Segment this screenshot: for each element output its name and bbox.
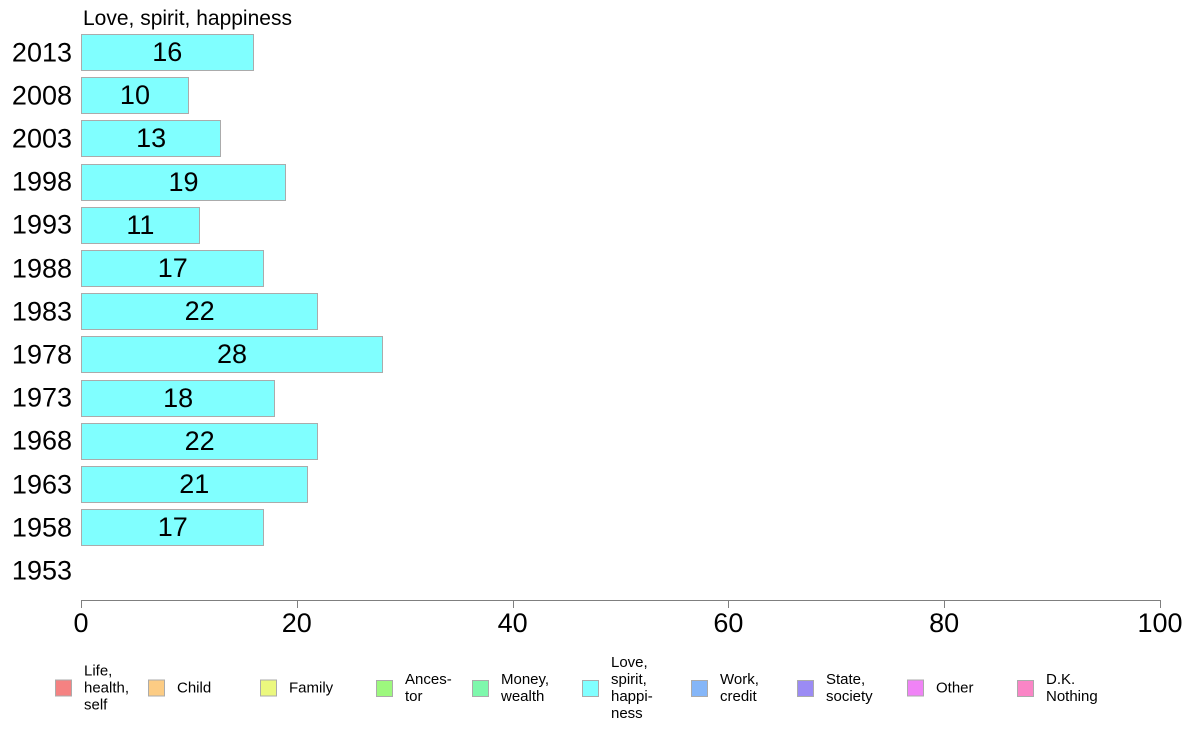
bar-1988: 17 (81, 250, 265, 287)
legend-swatch (797, 679, 814, 697)
legend-label: Love, spirit, happi- ness (611, 654, 653, 722)
legend-item: Ances- tor (376, 671, 452, 705)
y-axis-label: 2008 (11, 80, 72, 111)
bar-value-label: 22 (184, 425, 215, 456)
x-tick-label: 0 (73, 608, 89, 638)
bar-2008: 10 (81, 77, 189, 115)
bar-1958: 17 (81, 509, 265, 547)
legend-item: Work, credit (691, 671, 759, 705)
bar-value-label: 10 (119, 80, 150, 111)
bar-1993: 11 (81, 206, 200, 244)
legend-swatch (472, 679, 489, 697)
legend-item: State, society (797, 671, 873, 705)
y-axis-label: 2013 (11, 37, 72, 67)
chart-title: Love, spirit, happiness (83, 7, 292, 30)
bar-value-label: 13 (136, 123, 167, 154)
bar-value-label: 22 (184, 296, 215, 327)
bar-value-label: 11 (126, 209, 155, 240)
legend-item: D.K. Nothing (1017, 671, 1098, 705)
y-axis-label: 1973 (11, 382, 72, 413)
bar-value-label: 18 (163, 382, 194, 413)
legend-item: Family (260, 679, 334, 697)
legend-label: State, society (826, 671, 873, 705)
y-axis-label: 1993 (11, 209, 72, 240)
bar-1963: 21 (81, 466, 308, 503)
legend-swatch (582, 679, 599, 697)
y-axis-label: 1958 (11, 512, 72, 543)
legend-label: Ances- tor (405, 671, 452, 705)
bar-1998: 19 (81, 163, 286, 201)
y-axis-label: 1978 (11, 339, 72, 370)
x-tick-mark (728, 600, 730, 608)
y-axis-label: 1953 (11, 555, 72, 586)
x-tick-mark (512, 600, 514, 608)
x-tick-label: 40 (497, 608, 528, 638)
legend-swatch (260, 679, 277, 697)
x-tick-mark (1160, 600, 1161, 608)
bar-1968: 22 (81, 422, 319, 460)
legend-label: Family (289, 679, 334, 697)
legend-item: Other (907, 679, 974, 697)
legend-item: Life, health, self (55, 663, 129, 714)
legend-swatch (148, 679, 165, 697)
x-tick-label: 20 (281, 608, 312, 638)
legend-swatch (376, 679, 393, 697)
legend-label: D.K. Nothing (1046, 671, 1098, 705)
bar-value-label: 17 (157, 512, 188, 543)
y-axis-label: 1963 (11, 469, 72, 499)
legend-label: Money, wealth (501, 671, 550, 705)
bar-value-label: 28 (217, 339, 248, 370)
bar-value-label: 16 (152, 37, 183, 67)
x-tick-mark (81, 600, 82, 608)
legend-label: Life, health, self (84, 662, 130, 714)
y-axis-label: 1988 (11, 253, 72, 283)
x-tick-label: 100 (1137, 608, 1183, 638)
y-axis-label: 1983 (11, 296, 72, 327)
bar-value-label: 19 (168, 166, 199, 197)
legend-swatch (55, 679, 72, 697)
bar-value-label: 21 (179, 469, 210, 499)
bar-1983: 22 (81, 293, 319, 331)
bar-1978: 28 (81, 336, 384, 374)
bar-value-label: 17 (157, 253, 188, 283)
y-axis-label: 1998 (11, 166, 72, 197)
bar-1973: 18 (81, 379, 276, 417)
legend-label: Child (177, 679, 212, 697)
x-tick-label: 80 (929, 608, 960, 638)
y-axis-label: 1968 (11, 425, 72, 456)
legend-swatch (691, 679, 708, 697)
legend-item: Love, spirit, happi- ness (582, 654, 653, 722)
x-axis-line (81, 600, 1160, 601)
x-tick-label: 60 (713, 608, 744, 638)
legend-label: Work, credit (720, 671, 759, 705)
bar-2003: 13 (81, 120, 222, 158)
bar-2013: 16 (81, 34, 254, 71)
legend-item: Child (148, 679, 212, 697)
legend-item: Money, wealth (472, 671, 549, 705)
x-tick-mark (944, 600, 946, 608)
legend-swatch (907, 679, 924, 697)
y-axis-label: 2003 (11, 123, 72, 154)
legend-label: Other (936, 679, 974, 697)
x-tick-mark (296, 600, 298, 608)
legend-swatch (1017, 679, 1034, 697)
